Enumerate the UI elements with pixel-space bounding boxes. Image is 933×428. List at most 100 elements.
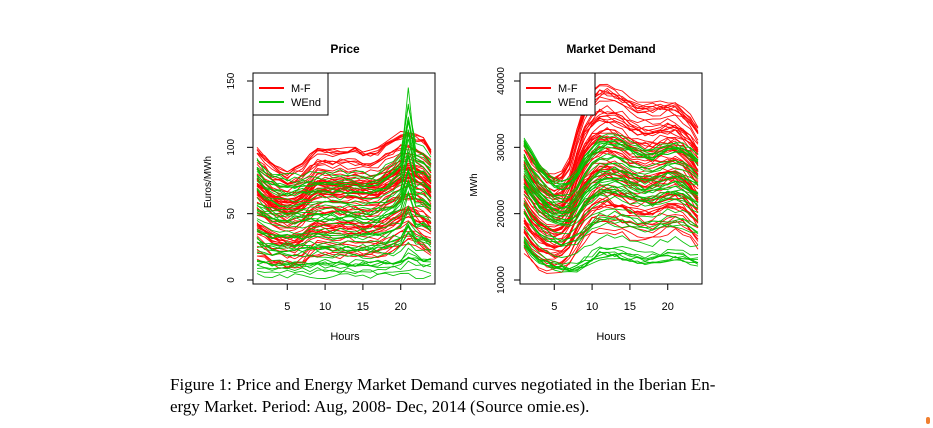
price-series-line <box>256 257 432 268</box>
demand-series-line <box>523 204 699 243</box>
demand-series-line <box>523 185 699 223</box>
demand-y-tick-label: 40000 <box>496 67 507 95</box>
demand-chart: Market Demand Hours MWh 5 10 15 20 10000 200… <box>469 42 703 343</box>
price-y-tick-label: 100 <box>226 139 237 156</box>
price-y-tick-label: 150 <box>226 72 237 89</box>
price-series-line <box>256 252 432 267</box>
price-series-line <box>256 190 432 230</box>
demand-series-line <box>523 156 699 226</box>
price-series-line <box>256 192 432 235</box>
demand-series-line <box>523 203 699 241</box>
demand-series-line <box>523 175 699 217</box>
price-series-line <box>256 272 432 279</box>
price-series-line <box>256 138 432 197</box>
price-x-tick-label: 10 <box>319 301 331 313</box>
demand-series-line <box>523 83 699 175</box>
price-series-line <box>256 156 432 211</box>
price-series-line <box>256 226 432 259</box>
price-series-line <box>256 151 432 208</box>
demand-series-line <box>523 128 699 207</box>
price-x-tick-label: 15 <box>357 301 369 313</box>
figure-caption-line-1: Figure 1: Price and Energy Market Demand… <box>170 375 716 394</box>
demand-series-line <box>523 119 699 198</box>
demand-legend-box <box>519 72 596 116</box>
demand-series-line <box>523 133 699 183</box>
demand-series-line <box>523 240 699 270</box>
price-series-line <box>256 170 432 222</box>
demand-y-tick-label: 20000 <box>496 199 507 227</box>
demand-plot-frame <box>519 72 703 285</box>
demand-y-tick-label: 30000 <box>496 133 507 161</box>
demand-chart-title: Market Demand <box>566 42 655 56</box>
price-series-line <box>256 121 432 189</box>
demand-series-line <box>523 228 699 274</box>
demand-series-line <box>523 89 699 179</box>
price-legend-box <box>252 72 329 116</box>
demand-series-line <box>523 210 699 247</box>
demand-series-line <box>523 187 699 226</box>
price-plot-frame <box>252 72 436 285</box>
demand-series-line <box>523 218 699 267</box>
demand-series-line <box>523 163 699 209</box>
price-series-lines <box>256 87 432 279</box>
price-y-axis-label: Euros/MWh <box>203 156 214 208</box>
price-legend-label-mf: M-F <box>291 83 311 95</box>
demand-series-line <box>523 197 699 255</box>
demand-series-line <box>523 200 699 235</box>
price-series-line <box>256 256 432 270</box>
price-series-line <box>256 210 432 241</box>
price-y-tick-label: 0 <box>226 277 237 283</box>
price-series-line <box>256 213 432 247</box>
demand-y-tick-label: 10000 <box>496 266 507 294</box>
demand-x-tick-label: 5 <box>551 301 557 313</box>
price-series-line <box>256 130 432 173</box>
demand-series-line <box>523 198 699 256</box>
demand-series-line <box>523 89 699 183</box>
price-x-tick-label: 20 <box>395 301 407 313</box>
demand-series-wend <box>523 133 699 273</box>
demand-x-tick-label: 20 <box>662 301 674 313</box>
demand-x-tick-label: 10 <box>586 301 598 313</box>
demand-legend-label-wend: WEnd <box>558 97 588 109</box>
demand-series-line <box>523 246 699 273</box>
demand-series-line <box>523 193 699 227</box>
demand-series-line <box>523 175 699 217</box>
demand-series-line <box>523 242 698 272</box>
demand-series-line <box>523 141 699 187</box>
demand-series-line <box>523 138 699 185</box>
price-legend-label-wend: WEnd <box>291 97 321 109</box>
price-series-line <box>256 232 432 257</box>
demand-y-ticks: 10000 20000 30000 40000 <box>496 67 520 294</box>
price-series-line <box>256 119 432 188</box>
demand-series-line <box>523 212 699 246</box>
price-series-line <box>256 134 432 180</box>
price-chart: Price Hours Euros/MWh 5 10 15 20 050100150 … <box>203 42 436 343</box>
demand-y-axis-label: MWh <box>469 173 480 196</box>
price-y-ticks: 0 50 100 150 <box>226 72 253 283</box>
price-x-tick-label: 5 <box>284 301 290 313</box>
demand-legend-label-mf: M-F <box>558 83 578 95</box>
price-series-line <box>256 221 432 254</box>
price-chart-title: Price <box>330 42 360 56</box>
demand-x-ticks: 5 10 15 20 <box>551 284 674 313</box>
price-y-tick-label: 50 <box>226 208 237 220</box>
price-series-line <box>256 130 432 195</box>
demand-series-line <box>523 165 699 209</box>
price-series-line <box>256 168 432 217</box>
demand-series-line <box>523 145 699 220</box>
price-legend: M-F WEnd <box>252 72 329 116</box>
price-x-axis-label: Hours <box>330 331 360 343</box>
demand-series-line <box>523 153 699 198</box>
demand-x-axis-label: Hours <box>596 331 626 343</box>
price-series-line <box>256 147 432 203</box>
price-series-line <box>256 133 432 177</box>
price-series-line <box>256 209 432 241</box>
price-series-line <box>256 116 432 184</box>
figure-caption-line-2: ergy Market. Period: Aug, 2008- Dec, 201… <box>170 397 590 416</box>
demand-series-line <box>523 87 699 180</box>
demand-series-line <box>523 205 699 260</box>
demand-series-line <box>523 105 699 193</box>
price-x-ticks: 5 10 15 20 <box>284 284 407 313</box>
price-series-line <box>256 103 432 182</box>
price-series-line <box>256 260 432 274</box>
